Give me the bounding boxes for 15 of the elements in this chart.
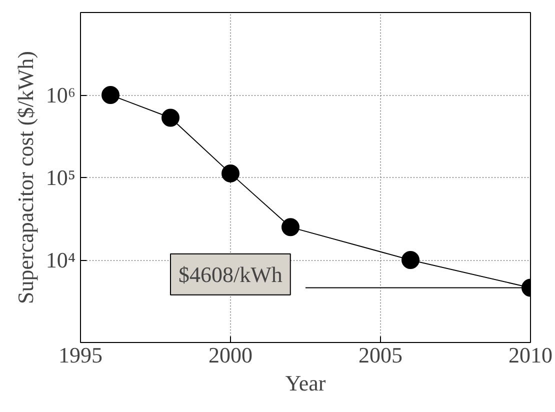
y-tick-label: 10⁵: [46, 165, 76, 190]
annotation: $4608/kWh: [178, 262, 282, 287]
x-tick-label: 2005: [358, 342, 402, 368]
point: [282, 218, 300, 236]
y-axis-title: Supercapacitor cost ($/kWh): [12, 51, 38, 304]
x-tick-label: 1995: [58, 342, 102, 368]
y-tick-label: 10⁶: [46, 82, 76, 108]
y-tick-label: 10⁴: [46, 248, 76, 272]
x-axis-title: Year: [285, 370, 326, 396]
point: [402, 251, 420, 269]
point: [222, 164, 240, 182]
x-tick-label: 2010: [508, 342, 552, 368]
point: [102, 86, 120, 104]
x-tick-label: 2000: [208, 342, 252, 368]
point: [162, 108, 180, 127]
